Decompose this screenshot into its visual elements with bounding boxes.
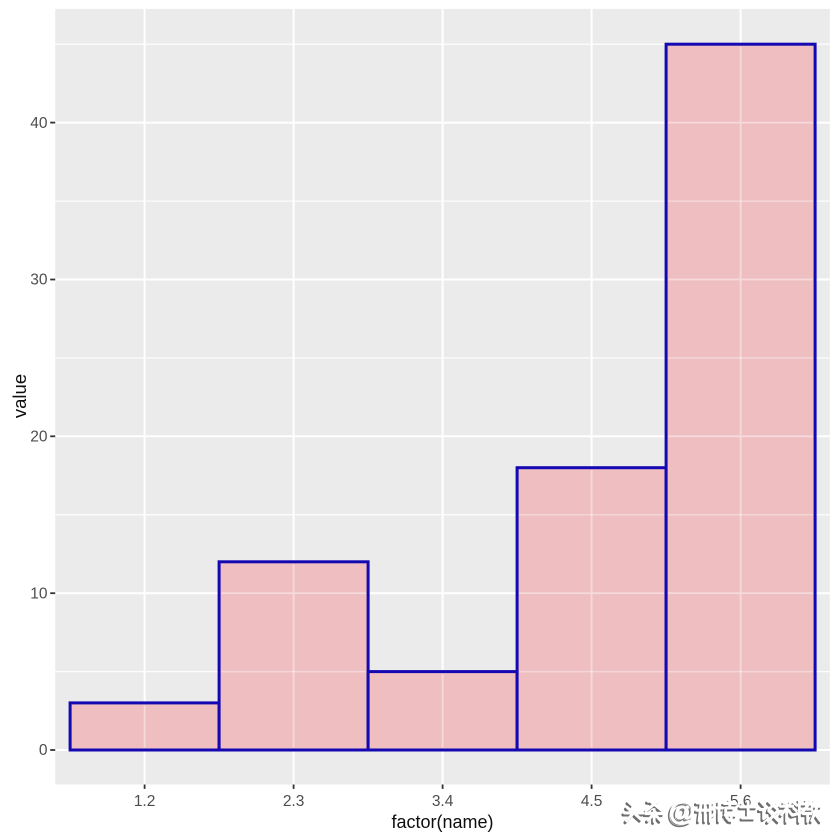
svg-text:30: 30	[30, 272, 48, 289]
svg-text:3.4: 3.4	[432, 793, 454, 810]
svg-text:@: @	[667, 798, 693, 828]
svg-text:1.2: 1.2	[134, 793, 156, 810]
svg-text:value: value	[9, 374, 30, 418]
svg-text:@: @	[669, 796, 695, 826]
svg-text:0: 0	[39, 742, 48, 759]
svg-text:20: 20	[30, 429, 48, 446]
svg-text:2.3: 2.3	[283, 793, 305, 810]
svg-text:factor(name): factor(name)	[391, 812, 493, 832]
svg-text:4.5: 4.5	[581, 793, 603, 810]
svg-text:40: 40	[30, 115, 48, 132]
svg-text:10: 10	[30, 585, 48, 602]
